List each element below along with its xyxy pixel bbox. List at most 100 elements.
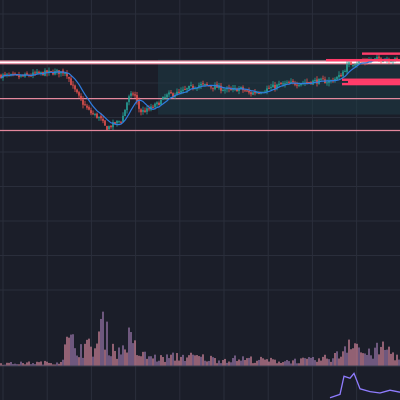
volume-bar [266,359,268,366]
moving-average-line [0,58,400,126]
volume-bar [398,359,400,366]
candle-body [274,84,276,89]
candle-body [292,81,294,83]
candle-body [296,84,298,86]
candle-body [258,92,260,94]
candle-body [172,93,174,97]
volume-bar [238,359,240,366]
candle-body [266,88,268,92]
candle-body [236,88,238,92]
candle-body [142,110,144,112]
volume-bar [372,358,374,366]
volume-bar [360,352,362,366]
candle-body [200,83,202,86]
volume-bar [94,348,96,366]
volume-bar [268,361,270,366]
candle-body [112,122,114,128]
candle-body [202,83,204,85]
volume-bar [60,361,62,366]
candle-body [66,72,68,77]
volume-bar [224,358,226,366]
volume-bar [88,338,90,366]
volume-bar [114,350,116,366]
candle-body [160,99,162,105]
volume-bar [214,358,216,366]
volume-bar [164,361,166,366]
candle-body [140,109,142,113]
candle-body [134,94,136,96]
candle-body [190,85,192,87]
candle-body [336,76,338,80]
volume-bar [218,360,220,366]
volume-bar [142,351,144,366]
volume-bar [100,318,102,366]
volume-bar [50,363,52,366]
volume-bar [104,349,106,366]
volume-bar [354,343,356,366]
volume-bar [374,347,376,366]
candle-body [290,81,292,83]
candle-body [78,92,80,96]
volume-bar [136,355,138,366]
candle-body [268,87,270,89]
volume-bar [194,355,196,366]
candle-body [102,118,104,121]
volume-bar [376,342,378,366]
volume-bar [292,360,294,366]
candle-body [276,84,278,89]
candle-body [314,79,316,81]
volume-bar [314,360,316,366]
zone-block [342,82,400,86]
candle-body [94,114,96,116]
volume-bar [62,359,64,366]
oscillator-line [329,372,400,399]
candle-body [238,88,240,91]
volume-bar [232,358,234,366]
candle-body [154,103,156,108]
volume-bar [80,344,82,366]
candle-body [248,90,250,93]
candle-body [286,82,288,84]
candle-body [328,80,330,83]
candle-body [234,87,236,89]
candle-body [288,82,290,84]
volume-bar [318,358,320,366]
volume-bar [336,351,338,366]
volume-bar [156,361,158,366]
candle-body [334,78,336,81]
candle-body [182,89,184,91]
volume-bar [312,356,314,366]
candle-body [204,83,206,85]
volume-bar [272,359,274,366]
volume-bar [126,352,128,366]
candle-body [96,113,98,118]
candle-body [220,85,222,91]
candle-body [240,87,242,89]
candle-body [162,96,164,100]
candle-body [30,75,32,77]
volume-bar [54,364,56,366]
volume-bar [240,360,242,366]
volume-bar [34,364,36,366]
candle-body [176,91,178,96]
candle-body [50,70,52,72]
candle-body [46,70,48,74]
volume-bar [254,362,256,366]
candle-body [138,101,140,109]
volume-bar [320,360,322,366]
candle-body [88,107,90,110]
candle-body [146,108,148,112]
volume-bar [154,354,156,366]
candle-body [132,93,134,95]
candle-body [298,84,300,86]
volume-bar [42,364,44,366]
candle-body [374,58,376,60]
candle-body [382,60,384,62]
volume-bar [108,355,110,366]
candle-body [222,90,224,92]
oscillator [329,372,400,399]
candle-body [80,95,82,100]
candle-body [74,85,76,90]
volume-bar [396,354,398,366]
